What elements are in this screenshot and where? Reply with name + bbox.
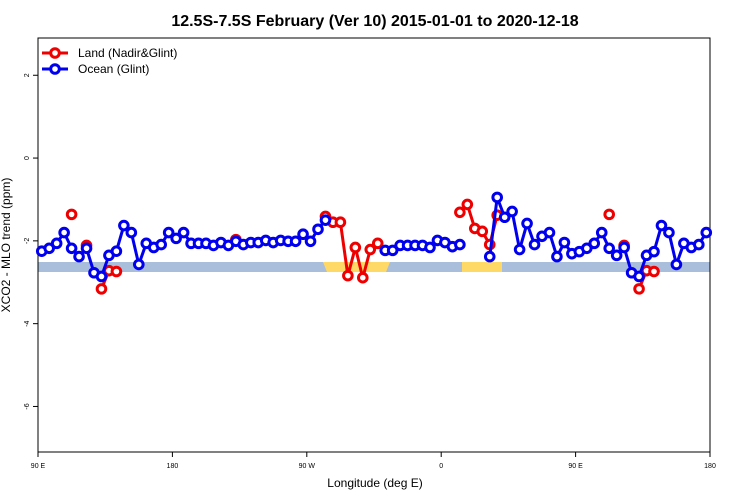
point bbox=[521, 217, 533, 230]
chart-title: 12.5S-7.5S February (Ver 10) 2015-01-01 … bbox=[171, 13, 578, 30]
point bbox=[424, 241, 436, 254]
point bbox=[633, 270, 645, 283]
x-tick-label: 0 bbox=[439, 463, 443, 470]
point bbox=[506, 205, 518, 218]
point bbox=[610, 249, 623, 262]
point bbox=[648, 245, 660, 258]
point bbox=[65, 208, 78, 221]
point bbox=[513, 243, 526, 256]
point bbox=[386, 244, 399, 257]
point bbox=[558, 236, 571, 249]
point bbox=[110, 265, 123, 278]
point bbox=[319, 214, 332, 226]
point bbox=[125, 226, 138, 239]
point bbox=[357, 271, 369, 284]
x-tick-label: 180 bbox=[704, 463, 716, 470]
point bbox=[73, 250, 85, 263]
point bbox=[663, 226, 675, 239]
point bbox=[43, 242, 56, 255]
point bbox=[528, 238, 541, 251]
legend-label: Land (Nadir&Glint) bbox=[78, 46, 177, 60]
point bbox=[133, 258, 145, 271]
point bbox=[334, 216, 347, 229]
point bbox=[110, 245, 123, 258]
point bbox=[476, 225, 489, 238]
point bbox=[162, 226, 175, 239]
point bbox=[454, 238, 466, 251]
point bbox=[633, 283, 645, 295]
legend-marker bbox=[49, 47, 61, 59]
legend-label: Ocean (Glint) bbox=[78, 62, 149, 76]
point bbox=[581, 242, 593, 255]
plot-frame bbox=[37, 37, 711, 453]
x-tick-label: 90 E bbox=[568, 463, 583, 470]
y-tick-label: 0 bbox=[24, 156, 31, 160]
point bbox=[297, 228, 309, 241]
point bbox=[588, 237, 601, 250]
legend-marker bbox=[49, 63, 61, 75]
x-tick-label: 90 E bbox=[31, 463, 46, 470]
point bbox=[543, 226, 556, 239]
x-tick-label: 90 W bbox=[299, 463, 316, 470]
point bbox=[289, 235, 302, 248]
point bbox=[364, 243, 377, 256]
point bbox=[595, 226, 608, 239]
point bbox=[648, 265, 660, 278]
point bbox=[58, 226, 70, 239]
point bbox=[454, 206, 466, 219]
x-axis-label: Longitude (deg E) bbox=[327, 476, 422, 490]
point bbox=[603, 208, 616, 221]
point bbox=[80, 242, 93, 255]
x-tick-label: 180 bbox=[167, 463, 179, 470]
point bbox=[461, 198, 474, 211]
point bbox=[618, 241, 630, 254]
surface-strip bbox=[38, 262, 710, 272]
point bbox=[170, 232, 182, 245]
point bbox=[483, 250, 496, 263]
y-tick-label: -4 bbox=[24, 320, 31, 326]
point bbox=[655, 219, 668, 232]
point bbox=[312, 223, 324, 236]
point bbox=[342, 269, 354, 282]
y-tick-label: 2 bbox=[24, 73, 31, 77]
point bbox=[700, 226, 713, 239]
y-tick-label: -2 bbox=[24, 238, 31, 244]
point bbox=[491, 191, 504, 204]
point bbox=[603, 242, 616, 255]
point bbox=[177, 226, 190, 239]
point bbox=[50, 237, 63, 250]
y-tick-label: -6 bbox=[24, 403, 31, 409]
point bbox=[65, 242, 78, 255]
point bbox=[95, 270, 108, 283]
y-axis-label: XCO2 - MLO trend (ppm) bbox=[0, 178, 13, 313]
point bbox=[95, 283, 108, 295]
point bbox=[551, 250, 563, 263]
point bbox=[670, 258, 683, 271]
point bbox=[304, 235, 317, 248]
point bbox=[118, 219, 130, 232]
point bbox=[371, 237, 384, 250]
point bbox=[693, 238, 705, 251]
point bbox=[349, 241, 362, 254]
point bbox=[155, 238, 167, 251]
point bbox=[498, 211, 511, 224]
